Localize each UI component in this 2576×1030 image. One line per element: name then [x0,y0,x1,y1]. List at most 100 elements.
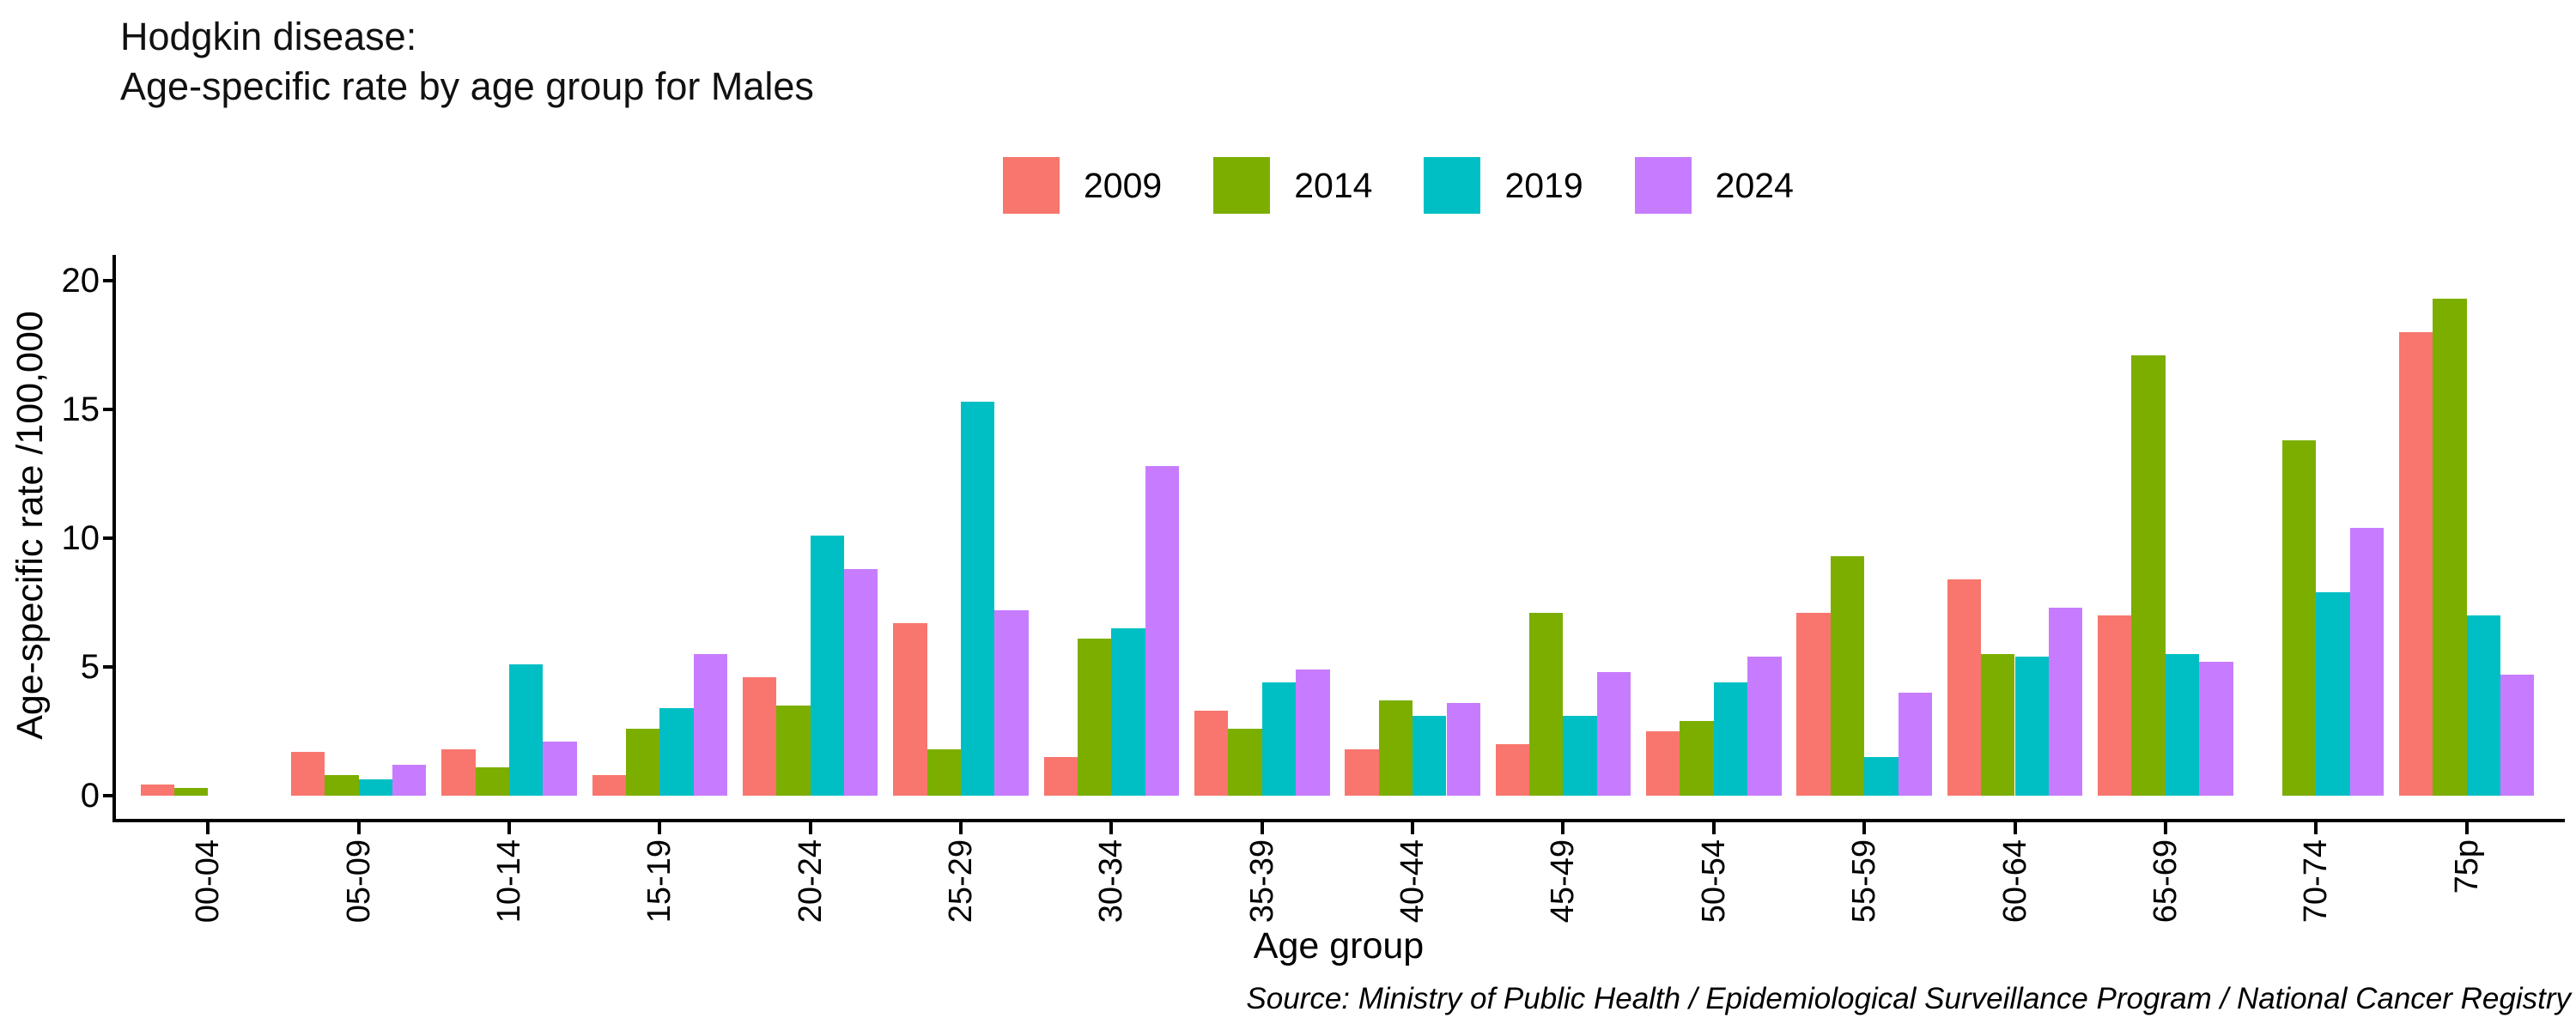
legend-swatch-2014 [1213,157,1271,214]
x-tick-00-04 [206,822,210,834]
bar-2019-20-24 [810,536,845,796]
bar-2009-50-54 [1646,731,1680,796]
x-tick-label-35-39: 35-39 [1243,839,1280,924]
bar-2019-10-14 [509,664,544,796]
bar-2024-70-74 [2349,528,2384,796]
x-tick-40-44 [1411,822,1415,834]
bar-2019-75p [2466,615,2500,796]
x-tick-label-55-59: 55-59 [1846,839,1883,924]
legend-label-2014: 2014 [1294,166,1373,205]
x-tick-70-74 [2314,822,2318,834]
y-tick-15 [103,408,114,411]
bar-2019-65-69 [2165,654,2200,796]
chart-title-line1: Hodgkin disease: [120,15,417,58]
x-tick-label-75p: 75p [2448,839,2485,894]
bar-2014-40-44 [1378,700,1413,796]
bar-2024-05-09 [392,765,427,796]
bar-2014-30-34 [1078,639,1112,796]
bar-2009-35-39 [1194,711,1229,796]
x-tick-50-54 [1711,822,1716,834]
bar-2014-15-19 [625,729,660,796]
x-tick-label-00-04: 00-04 [190,839,227,924]
x-tick-label-65-69: 65-69 [2147,839,2184,924]
bar-2024-30-34 [1145,466,1180,796]
bar-2014-20-24 [776,706,811,796]
bar-2009-25-29 [893,623,927,796]
bar-2019-50-54 [1713,682,1748,796]
x-tick-10-14 [507,822,511,834]
bar-2014-55-59 [1830,556,1865,796]
legend-item-2019: 2019 [1424,157,1583,214]
bar-2024-50-54 [1747,657,1782,796]
bar-2024-60-64 [2048,608,2083,796]
x-tick-30-34 [1109,822,1114,834]
x-tick-label-25-29: 25-29 [943,839,980,924]
bar-2014-45-49 [1529,613,1564,796]
bar-2009-60-64 [1947,579,1982,796]
bar-2009-40-44 [1345,749,1379,796]
x-tick-20-24 [808,822,812,834]
legend-swatch-2019 [1424,157,1481,214]
bar-2019-25-29 [961,402,995,796]
x-tick-35-39 [1260,822,1264,834]
x-tick-65-69 [2163,822,2167,834]
bar-2009-10-14 [441,749,476,796]
bar-2024-40-44 [1446,703,1480,796]
bar-2019-55-59 [1864,757,1899,796]
bar-2024-55-59 [1898,693,1932,796]
bar-2009-20-24 [742,677,777,796]
y-tick-5 [103,665,114,669]
x-tick-label-60-64: 60-64 [1996,839,2033,924]
bar-2019-40-44 [1413,716,1447,796]
bar-2024-10-14 [543,742,577,796]
bar-2014-00-04 [173,788,209,796]
legend-label-2019: 2019 [1504,166,1583,205]
bar-2014-25-29 [927,749,962,796]
bar-2024-45-49 [1596,672,1631,796]
bar-2014-65-69 [2131,355,2166,796]
bar-2009-65-69 [2098,615,2132,796]
x-axis-title: Age group [1253,925,1425,966]
legend-item-2024: 2024 [1634,157,1794,214]
x-tick-label-50-54: 50-54 [1695,839,1732,924]
bar-2024-25-29 [994,610,1029,796]
bar-2009-55-59 [1796,613,1831,796]
bar-2024-35-39 [1296,670,1330,796]
bar-2014-05-09 [325,775,359,796]
x-tick-label-05-09: 05-09 [340,839,377,924]
bar-2014-70-74 [2281,440,2317,796]
y-tick-label-15: 15 [61,391,100,428]
y-tick-20 [103,279,114,282]
x-tick-15-19 [658,822,662,834]
legend-label-2009: 2009 [1084,166,1163,205]
x-tick-label-70-74: 70-74 [2298,839,2335,924]
bar-2009-45-49 [1495,744,1530,796]
bar-2024-20-24 [844,569,878,796]
x-tick-45-49 [1561,822,1565,834]
bar-2009-00-04 [140,784,174,796]
bar-2014-60-64 [1981,654,2015,796]
y-tick-10 [103,536,114,540]
x-tick-label-15-19: 15-19 [641,839,678,924]
x-tick-label-10-14: 10-14 [491,839,527,924]
bar-2024-75p [2500,675,2535,796]
bar-2024-15-19 [693,654,728,796]
bar-2014-10-14 [475,767,509,796]
y-tick-label-10: 10 [61,519,100,557]
x-tick-25-29 [959,822,963,834]
legend-item-2014: 2014 [1213,157,1372,214]
x-tick-label-45-49: 45-49 [1545,839,1582,924]
x-tick-label-40-44: 40-44 [1394,839,1431,924]
bar-2019-45-49 [1563,716,1597,796]
bar-2019-05-09 [358,779,393,796]
bar-2019-35-39 [1261,682,1297,796]
bar-2019-70-74 [2316,592,2350,796]
source-caption: Source: Ministry of Public Health / Epid… [1246,982,2571,1015]
x-tick-75p [2464,822,2469,834]
bar-2009-05-09 [290,752,325,796]
bar-2009-75p [2398,332,2433,796]
bar-2014-75p [2433,299,2467,796]
x-tick-label-20-24: 20-24 [792,839,829,924]
x-tick-55-59 [1862,822,1867,834]
